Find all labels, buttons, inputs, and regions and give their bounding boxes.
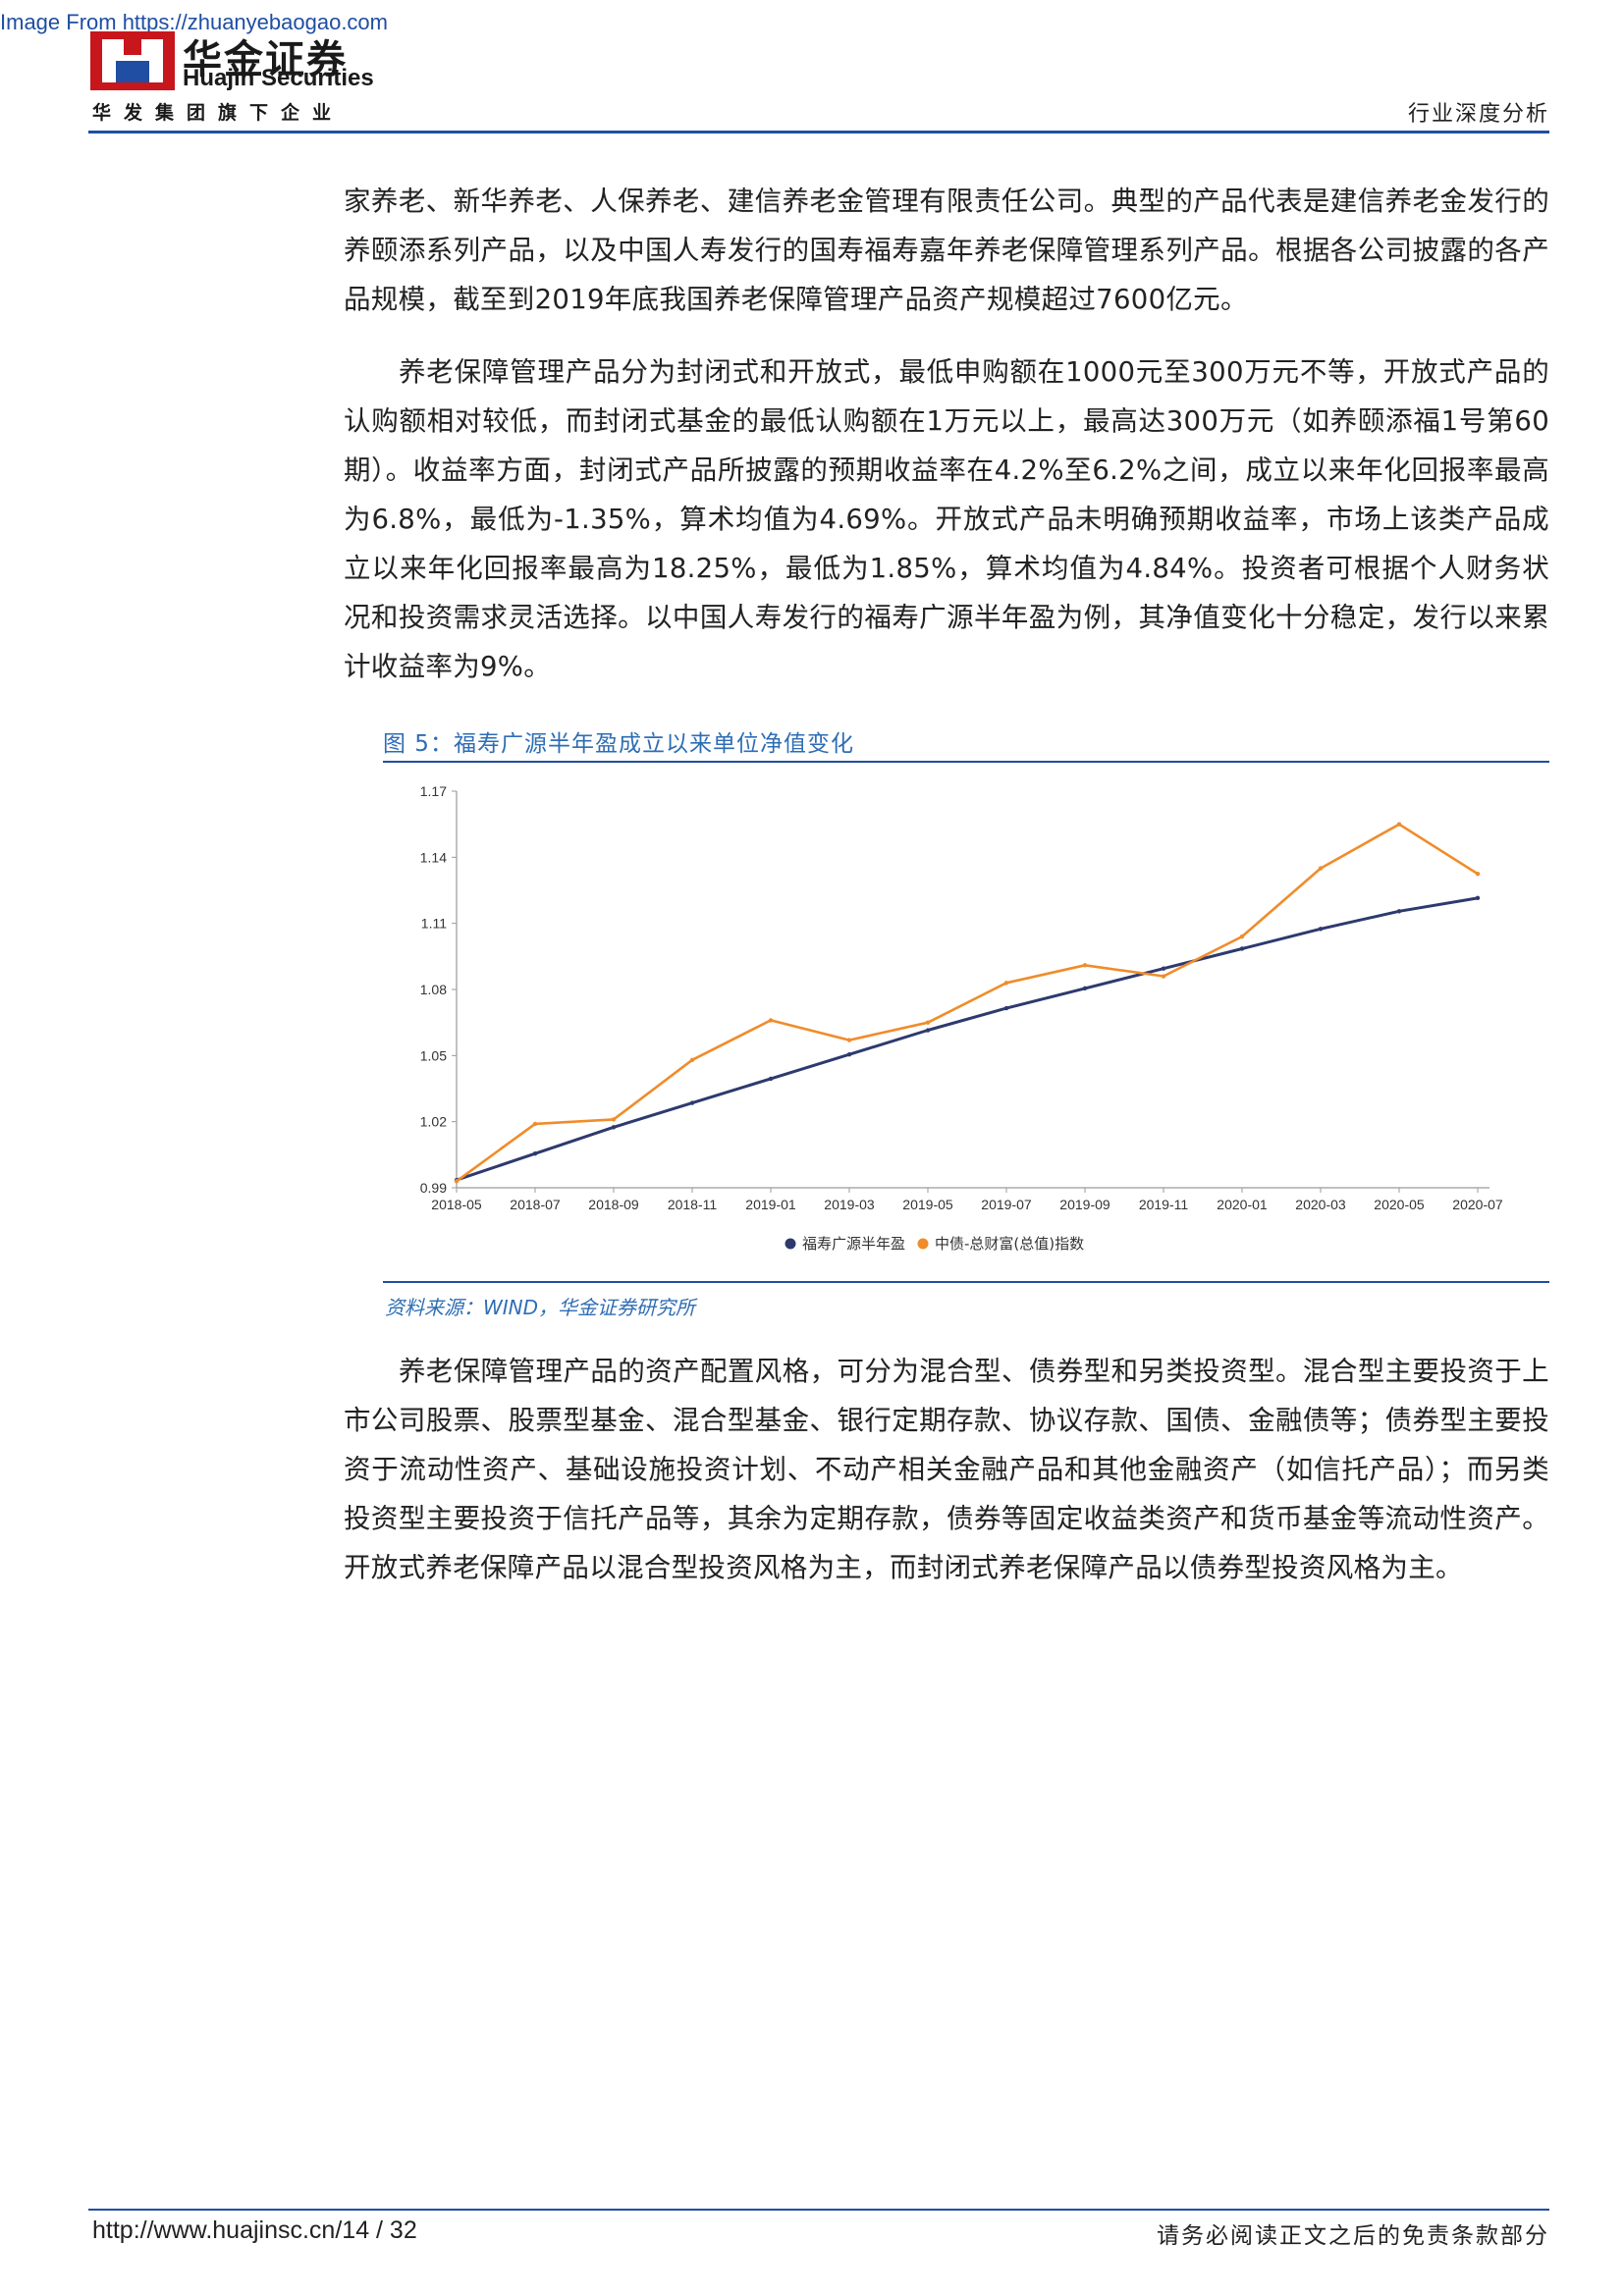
footer-url-page: http://www.huajinsc.cn/14 / 32: [92, 2216, 417, 2244]
series-2-point: [454, 1179, 460, 1184]
x-tick-label: 2019-01: [745, 1197, 796, 1212]
figure-bottom-divider: [383, 1281, 1549, 1283]
x-tick-label: 2018-11: [668, 1197, 718, 1212]
chart-series-lines: [454, 822, 1481, 1184]
logo-english-name: Huajin Securities: [183, 65, 374, 91]
series-1-point: [1475, 895, 1481, 901]
series-1-point: [1161, 966, 1166, 971]
series-1-point: [768, 1076, 774, 1082]
legend-marker-2: [917, 1238, 929, 1250]
huajin-logo: 华金证券 Huajin Securities: [90, 31, 405, 91]
legend-marker-1: [785, 1238, 796, 1250]
figure-title: 图 5：福寿广源半年盈成立以来单位净值变化: [383, 731, 854, 757]
series-2-point: [1475, 871, 1481, 877]
series-1-point: [532, 1151, 538, 1156]
x-tick-label: 2019-03: [824, 1197, 875, 1212]
x-tick-label: 2019-09: [1059, 1197, 1110, 1212]
x-tick-label: 2018-05: [431, 1197, 482, 1212]
footer-disclaimer-note: 请务必阅读正文之后的免责条款部分: [1157, 2223, 1549, 2249]
series-2-point: [611, 1117, 617, 1122]
series-2-point: [532, 1121, 538, 1127]
y-tick-label: 1.11: [421, 916, 447, 932]
x-tick-label: 2018-07: [510, 1197, 561, 1212]
series-2-point: [1239, 934, 1245, 939]
x-tick-label: 2019-11: [1139, 1197, 1189, 1212]
body-paragraph-3: 养老保障管理产品的资产配置风格，可分为混合型、债券型和另类投资型。混合型主要投资…: [344, 1356, 1549, 1583]
y-tick-label: 1.08: [420, 982, 447, 997]
nav-line-chart: 0.99 1.02 1.05 1.08 1.11 1.14 1.17 2018-05 2018…: [383, 770, 1549, 1275]
huajin-logo-mark-icon: [90, 31, 175, 90]
series-2-point: [1396, 822, 1402, 827]
series-1-point: [1396, 909, 1402, 914]
chart-svg: 0.991.021.051.081.111.141.17 2018-05 2018…: [420, 783, 1503, 1253]
series-2-point: [846, 1038, 852, 1042]
series-line-1: [456, 896, 1479, 1182]
series-1-point: [1239, 946, 1245, 951]
x-tick-label: 2018-09: [588, 1197, 639, 1212]
figure-top-divider: [383, 761, 1549, 763]
series-1-point: [1318, 927, 1324, 932]
series-2-point: [925, 1020, 931, 1025]
series-1-point: [689, 1100, 695, 1105]
y-tick-label: 1.02: [420, 1114, 447, 1130]
series-2-point: [1161, 974, 1166, 979]
y-tick-label: 1.14: [420, 849, 447, 865]
series-1-point: [1082, 986, 1088, 991]
series-2-point: [1082, 963, 1088, 968]
watermark-text: Image From https://zhuanyebaogao.com: [0, 10, 388, 34]
footer-divider: [88, 2209, 1549, 2211]
logo-chinese-name: 华金证券: [183, 37, 348, 82]
x-tick-label: 2019-05: [902, 1197, 953, 1212]
series-2-point: [768, 1018, 774, 1023]
x-tick-label: 2020-01: [1217, 1197, 1268, 1212]
x-tick-label: 2019-07: [981, 1197, 1032, 1212]
series-1-point: [846, 1052, 852, 1057]
y-tick-label: 1.17: [420, 783, 447, 799]
body-paragraph-2: 养老保障管理产品分为封闭式和开放式，最低申购额在1000元至300万元不等，开放…: [344, 356, 1549, 682]
x-tick-label: 2020-07: [1452, 1197, 1503, 1212]
series-1-point: [611, 1125, 617, 1130]
figure-source-note: 资料来源：WIND，华金证券研究所: [385, 1296, 696, 1319]
report-type-label: 行业深度分析: [1407, 102, 1549, 127]
series-2-point: [689, 1057, 695, 1063]
legend-label-2: 中债-总财富(总值)指数: [935, 1235, 1084, 1253]
y-tick-label: 0.99: [420, 1180, 447, 1196]
x-tick-label: 2020-03: [1295, 1197, 1346, 1212]
series-1-point: [1003, 1005, 1009, 1011]
series-1-point: [925, 1028, 931, 1033]
series-2-point: [1318, 866, 1324, 871]
legend-label-1: 福寿广源半年盈: [802, 1235, 905, 1253]
series-2-point: [1003, 981, 1009, 986]
chart-y-tick-labels: 0.99 1.02 1.05 1.08 1.11 1.14 1.17: [420, 783, 457, 1196]
header-divider: [88, 131, 1549, 133]
y-tick-label: 1.05: [420, 1047, 447, 1063]
chart-legend: 福寿广源半年盈 中债-总财富(总值)指数: [785, 1235, 1084, 1253]
x-tick-label: 2020-05: [1374, 1197, 1425, 1212]
series-line-2: [456, 823, 1479, 1183]
body-paragraph-1: 家养老、新华养老、人保养老、建信养老金管理有限责任公司。典型的产品代表是建信养老…: [344, 186, 1549, 315]
group-affiliation: 华发集团旗下企业: [92, 102, 345, 124]
chart-x-tick-labels: 2018-05 2018-07 2018-09 2018-11 2019-01 2019-…: [431, 1188, 1503, 1212]
